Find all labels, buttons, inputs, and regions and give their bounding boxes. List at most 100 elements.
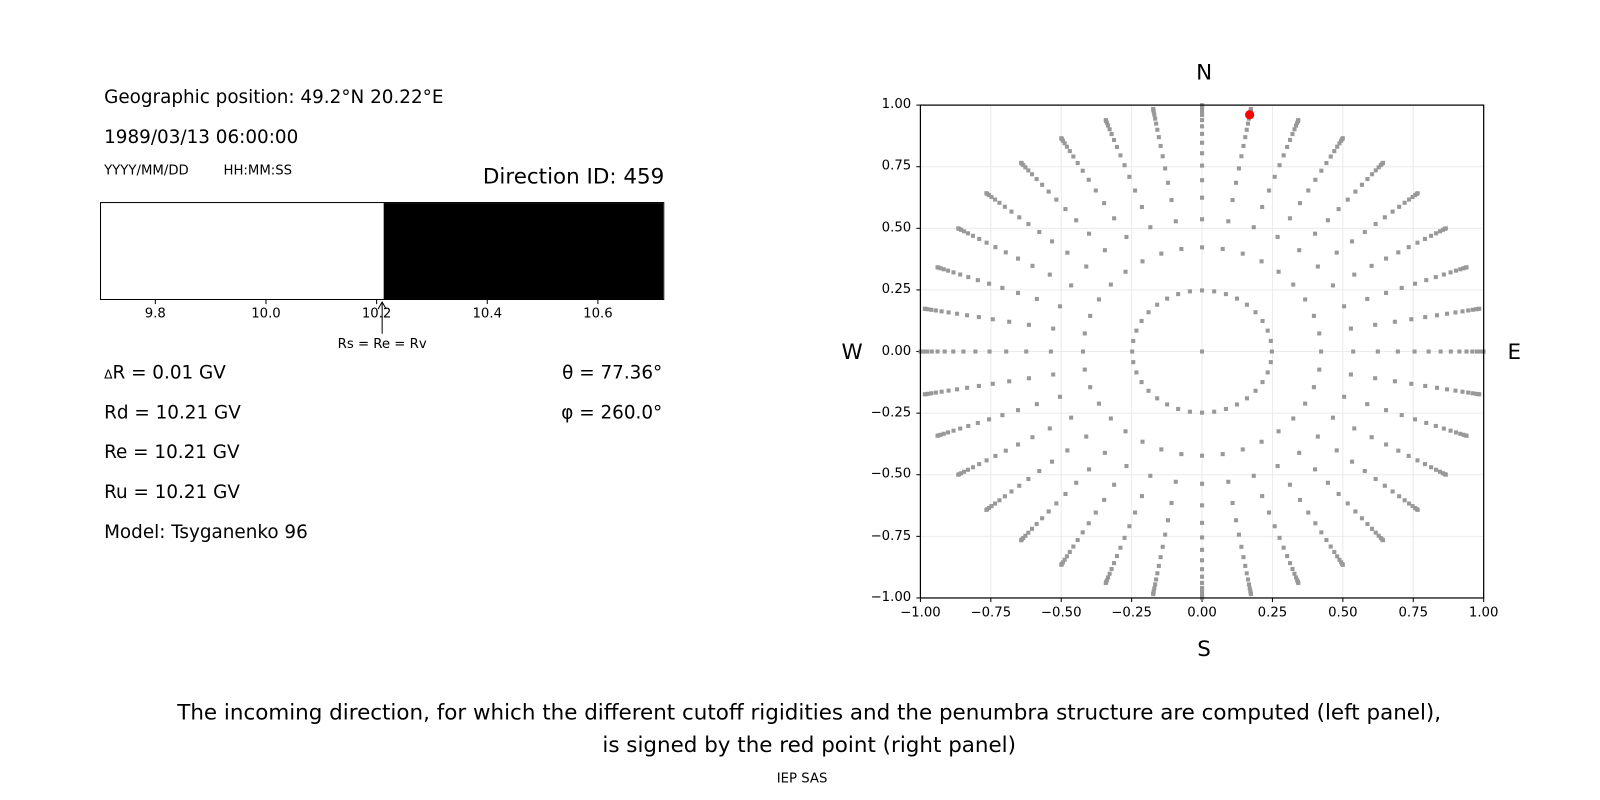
direction-point [1275,234,1280,240]
direction-point [984,240,989,245]
direction-point [1071,154,1076,159]
direction-point [1315,434,1320,439]
direction-point [1303,297,1308,302]
direction-point [1015,256,1021,261]
direction-point [1127,524,1132,529]
direction-point [993,453,998,458]
direction-point [1059,136,1064,141]
direction-point [1122,535,1127,540]
direction-point [1007,319,1012,324]
direction-point [970,465,976,470]
direction-point [1345,501,1350,506]
model-name: Model: Tsyganenko 96 [104,521,308,543]
direction-point [1296,118,1301,123]
direction-point [1230,500,1235,506]
direction-point [921,349,926,354]
direction-point [1478,349,1483,354]
direction-point [1458,267,1463,272]
direction-point [1057,304,1063,309]
direction-point [1359,516,1364,521]
direction-point [1259,439,1264,444]
direction-point [1155,302,1160,307]
direction-point [1352,426,1357,431]
direction-point [1062,141,1067,146]
compass-east: E [1507,339,1522,365]
direction-point [1151,106,1156,112]
compass-south: S [1197,636,1211,662]
direction-point [1410,504,1415,509]
direction-point [1434,467,1439,472]
direction-point [1002,494,1007,499]
direction-point [926,307,931,312]
direction-point [1380,538,1386,543]
direction-point [1330,415,1335,420]
direction-point [1107,571,1112,576]
direction-point [1384,442,1389,447]
compass-north: N [1196,60,1213,85]
direction-point [1406,453,1411,458]
direction-point [1345,197,1350,202]
direction-point [962,469,967,474]
x-tick-label: −0.50 [1040,605,1082,621]
direction-point [1402,498,1407,503]
direction-point [1397,494,1402,499]
direction-point [1026,168,1031,173]
y-tick-label: 0.75 [881,158,912,174]
direction-point [1200,520,1205,525]
direction-point [975,278,980,283]
y-tick-label: −0.25 [870,404,912,421]
direction-point [1054,197,1059,202]
direction-point [1148,225,1153,230]
direction-point [1049,239,1055,244]
direction-point [992,197,998,202]
direction-point [1200,118,1205,123]
direction-point [1102,450,1107,455]
rd-value: Rd = 10.21 GV [104,402,241,424]
direction-point [1373,376,1378,381]
direction-point [1234,296,1240,301]
direction-point [1226,219,1231,224]
direction-point [1464,349,1469,354]
direction-point [1240,251,1245,256]
direction-point [1139,380,1144,385]
direction-point [1285,144,1290,150]
direction-point [1159,447,1164,452]
direction-point [1200,288,1205,293]
direction-point [1287,482,1292,487]
direction-point [1226,479,1231,484]
direction-point [935,433,940,438]
direction-point [1353,509,1358,514]
direction-point [1131,338,1136,343]
direction-point [1332,549,1337,554]
direction-point [1268,360,1273,365]
direction-point [1200,109,1205,114]
penumbra-bar [100,202,665,301]
direction-point [1176,406,1181,412]
delta-symbol: Δ [104,367,113,382]
direction-point [1328,544,1333,549]
direction-point [938,266,943,271]
bar-x-tick-label: 10.0 [251,306,281,322]
direction-point [1159,251,1164,256]
direction-point [1272,174,1277,179]
selected-direction-point [1245,110,1255,120]
direction-point [1260,380,1265,385]
direction-point [1024,349,1029,354]
x-tick-label: −0.25 [1111,605,1152,621]
direction-point [929,307,934,312]
direction-point [1049,459,1055,464]
direction-point [1362,229,1367,235]
direction-point [926,391,931,396]
direction-point [1152,586,1157,591]
direction-point [1015,408,1021,413]
direction-point [1313,467,1318,472]
direction-point [1151,592,1156,597]
direction-point [1334,250,1339,255]
direction-point [1415,240,1420,245]
direction-point [1317,331,1322,336]
y-tick-label: −1.00 [870,589,912,606]
direction-point [1179,452,1184,457]
direction-point [1348,372,1353,377]
direction-point [1384,256,1389,261]
